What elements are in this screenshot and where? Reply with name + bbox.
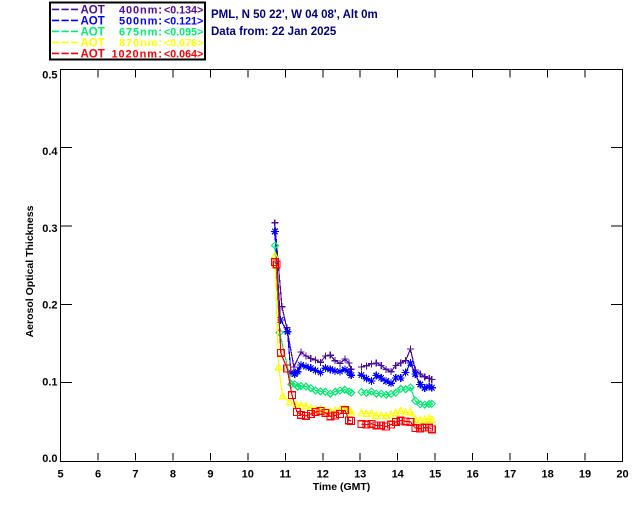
svg-text:0.5: 0.5	[42, 69, 57, 81]
svg-text:0.2: 0.2	[42, 300, 57, 312]
svg-text:0.1: 0.1	[42, 376, 57, 388]
svg-text:9: 9	[207, 469, 213, 481]
svg-text:13: 13	[354, 469, 366, 481]
svg-text:17: 17	[504, 469, 516, 481]
svg-text:8: 8	[170, 469, 176, 481]
svg-text:6: 6	[95, 469, 101, 481]
svg-text:11: 11	[279, 469, 291, 481]
svg-text:5: 5	[57, 469, 63, 481]
svg-text:15: 15	[429, 469, 441, 481]
svg-text:14: 14	[392, 469, 405, 481]
svg-text:19: 19	[579, 469, 591, 481]
svg-text:20: 20	[616, 469, 628, 481]
svg-text:7: 7	[132, 469, 138, 481]
svg-text:Aerosol Optical Thickness: Aerosol Optical Thickness	[24, 205, 36, 337]
svg-text:0.4: 0.4	[42, 146, 58, 158]
svg-text:10: 10	[242, 469, 254, 481]
svg-text:PML, N 50 22', W 04 08', Alt 0: PML, N 50 22', W 04 08', Alt 0m	[211, 9, 378, 21]
svg-text:Time (GMT): Time (GMT)	[313, 481, 371, 493]
svg-text:0.0: 0.0	[42, 453, 57, 465]
svg-text:16: 16	[466, 469, 478, 481]
svg-text:18: 18	[541, 469, 553, 481]
svg-text:0.3: 0.3	[42, 223, 57, 235]
svg-text:12: 12	[317, 469, 329, 481]
svg-text:Data from: 22 Jan 2025: Data from: 22 Jan 2025	[211, 26, 337, 38]
